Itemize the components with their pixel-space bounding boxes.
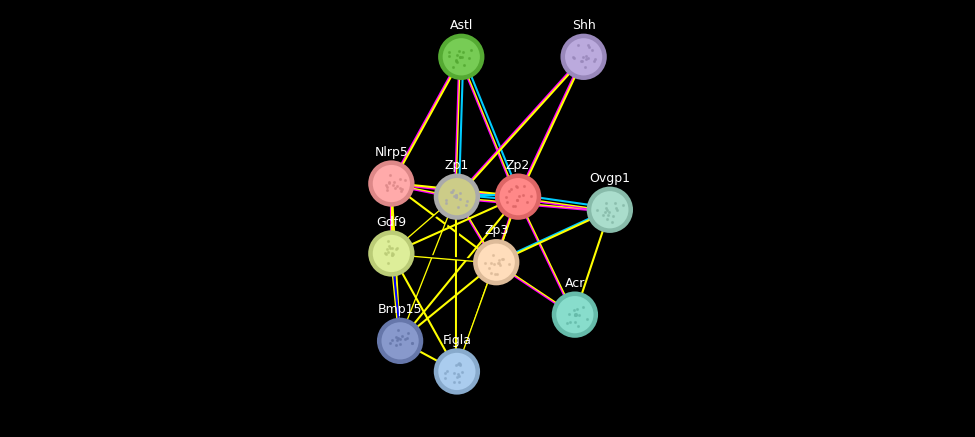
Circle shape: [561, 34, 606, 80]
Text: Figla: Figla: [443, 333, 471, 347]
Text: Zp2: Zp2: [506, 159, 530, 172]
Circle shape: [564, 37, 604, 76]
Circle shape: [590, 190, 630, 229]
Text: Gdf9: Gdf9: [376, 215, 407, 229]
Text: Shh: Shh: [571, 19, 596, 32]
Circle shape: [473, 239, 520, 285]
Circle shape: [442, 37, 481, 76]
Circle shape: [369, 160, 414, 207]
Circle shape: [437, 177, 477, 216]
Circle shape: [377, 318, 423, 364]
Circle shape: [555, 295, 595, 334]
Circle shape: [371, 164, 411, 203]
Circle shape: [380, 321, 420, 361]
Text: Bmp15: Bmp15: [378, 303, 422, 316]
Circle shape: [552, 291, 598, 338]
Circle shape: [587, 187, 633, 233]
Circle shape: [498, 177, 538, 216]
Circle shape: [434, 173, 480, 220]
Text: Astl: Astl: [449, 19, 473, 32]
Circle shape: [495, 173, 541, 220]
Circle shape: [371, 234, 411, 273]
Circle shape: [477, 243, 516, 282]
Circle shape: [369, 230, 414, 277]
Text: Acr: Acr: [565, 277, 585, 290]
Text: Ovgp1: Ovgp1: [589, 172, 631, 185]
Circle shape: [437, 352, 477, 391]
Circle shape: [434, 348, 480, 395]
Text: Zp3: Zp3: [485, 224, 508, 237]
Text: Zp1: Zp1: [445, 159, 469, 172]
Text: Nlrp5: Nlrp5: [374, 146, 409, 159]
Circle shape: [438, 34, 485, 80]
